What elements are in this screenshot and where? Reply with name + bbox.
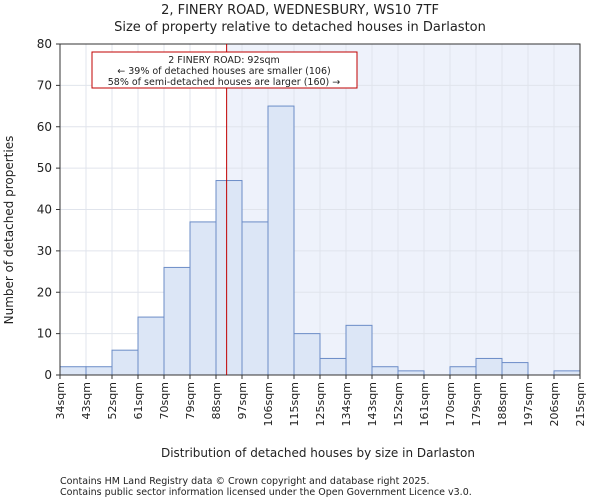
bar-125sqm <box>319 357 347 376</box>
bar-206sqm <box>553 370 581 376</box>
y-axis: 0 10 20 30 40 50 60 70 80 <box>37 37 60 382</box>
footer-line-1: Contains HM Land Registry data © Crown c… <box>60 476 430 487</box>
y-tick-label: 40 <box>37 203 52 217</box>
x-tick-label: 61sqm <box>132 382 145 419</box>
bar-97sqm <box>241 221 269 376</box>
x-tick-label: 197sqm <box>522 382 535 426</box>
y-tick-label: 60 <box>37 120 52 134</box>
x-tick-label: 161sqm <box>418 382 431 426</box>
y-tick-label: 50 <box>37 161 52 175</box>
chart-title-line1: 2, FINERY ROAD, WEDNESBURY, WS10 7TF <box>161 3 439 18</box>
bar-88sqm <box>215 180 243 376</box>
x-tick-label: 52sqm <box>106 382 119 419</box>
footer-line-2: Contains public sector information licen… <box>60 487 472 498</box>
x-tick-label: 206sqm <box>548 382 561 426</box>
bar-152sqm <box>397 370 425 376</box>
x-axis: 34sqm 43sqm 52sqm 61sqm 70sqm 79sqm 88sqm 97sqm… <box>54 375 587 426</box>
y-tick-label: 70 <box>37 78 52 92</box>
x-tick-label: 106sqm <box>262 382 275 426</box>
x-tick-label: 97sqm <box>236 382 249 419</box>
bar-79sqm <box>189 221 217 376</box>
bar-143sqm <box>371 366 399 376</box>
x-tick-label: 134sqm <box>340 382 353 426</box>
x-tick-label: 34sqm <box>54 382 67 419</box>
x-tick-label: 115sqm <box>288 382 301 426</box>
x-tick-label: 143sqm <box>366 382 379 426</box>
annotation-box: 2 FINERY ROAD: 92sqm ← 39% of detached h… <box>91 51 358 89</box>
annotation-line-2: ← 39% of detached houses are smaller (10… <box>117 66 330 77</box>
x-tick-label: 170sqm <box>444 382 457 426</box>
x-tick-label: 43sqm <box>80 382 93 419</box>
bar-70sqm <box>163 266 191 376</box>
x-tick-label: 188sqm <box>496 382 509 426</box>
y-tick-label: 30 <box>37 244 52 258</box>
chart-title-line2: Size of property relative to detached ho… <box>114 20 486 35</box>
x-tick-label: 152sqm <box>392 382 405 426</box>
bar-188sqm <box>501 362 529 376</box>
bar-115sqm <box>293 333 321 376</box>
y-tick-label: 10 <box>37 327 52 341</box>
bar-61sqm <box>137 316 165 376</box>
annotation-line-1: 2 FINERY ROAD: 92sqm <box>168 55 280 66</box>
annotation-line-3: 58% of semi-detached houses are larger (… <box>108 77 341 88</box>
bar-134sqm <box>345 324 373 376</box>
x-tick-label: 88sqm <box>210 382 223 419</box>
y-axis-label: Number of detached properties <box>2 136 16 325</box>
x-axis-label: Distribution of detached houses by size … <box>161 446 475 460</box>
y-tick-label: 0 <box>44 368 52 382</box>
y-tick-label: 20 <box>37 285 52 299</box>
bar-34sqm <box>59 366 87 376</box>
bar-179sqm <box>475 357 503 376</box>
y-tick-label: 80 <box>37 37 52 51</box>
bars <box>59 105 581 376</box>
x-tick-label: 125sqm <box>314 382 327 426</box>
x-tick-label: 79sqm <box>184 382 197 419</box>
bar-43sqm <box>85 366 113 376</box>
bar-52sqm <box>111 349 139 376</box>
bar-170sqm <box>449 366 477 376</box>
annotation-frame <box>91 51 358 89</box>
x-tick-label: 70sqm <box>158 382 171 419</box>
bar-106sqm <box>267 105 295 376</box>
x-tick-label: 215sqm <box>574 382 587 426</box>
x-tick-label: 179sqm <box>470 382 483 426</box>
